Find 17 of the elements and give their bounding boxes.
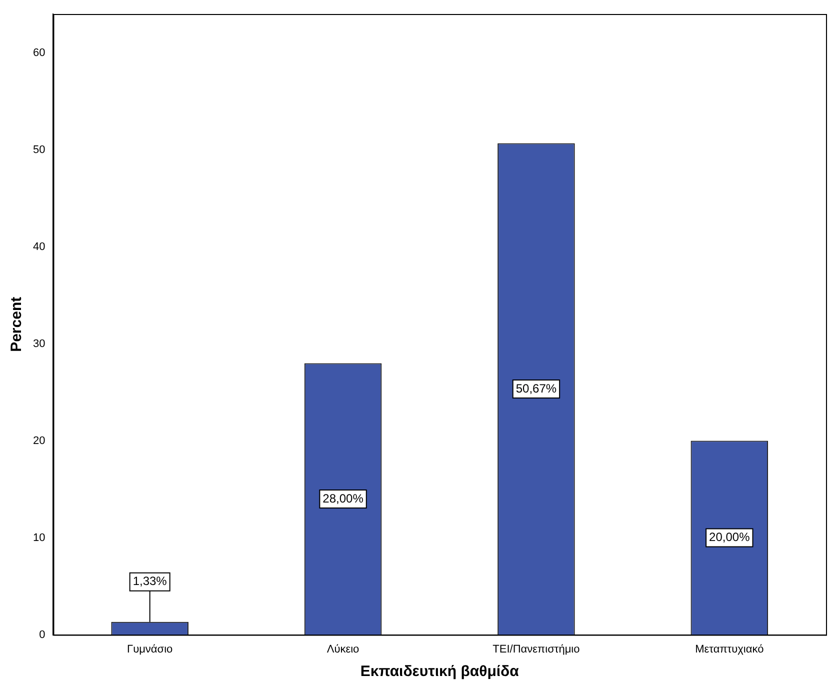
data-label: 28,00% (322, 491, 364, 506)
y-tick-label: 60 (32, 46, 46, 59)
y-tick-label: 20 (32, 434, 46, 447)
data-label: 1,33% (132, 574, 168, 588)
y-tick-label: 10 (32, 532, 46, 544)
y-tick-label: 30 (32, 338, 46, 350)
x-axis-title: Εκπαιδευτική βαθμίδα (360, 663, 520, 680)
data-label: 50,67% (516, 381, 557, 396)
x-tick-label: Γυμνάσιο (127, 643, 173, 656)
y-tick-label: 40 (32, 240, 46, 253)
y-tick-label: 50 (32, 144, 46, 156)
x-tick-label: Μεταπτυχιακό (695, 643, 764, 656)
y-tick-label: 0 (39, 628, 46, 641)
x-tick-label: ΤΕΙ/Πανεπιστήμιο (492, 643, 580, 656)
data-label: 20,00% (709, 530, 750, 544)
x-tick-label: Λύκειο (326, 643, 360, 656)
y-axis-title: Percent (8, 296, 26, 352)
